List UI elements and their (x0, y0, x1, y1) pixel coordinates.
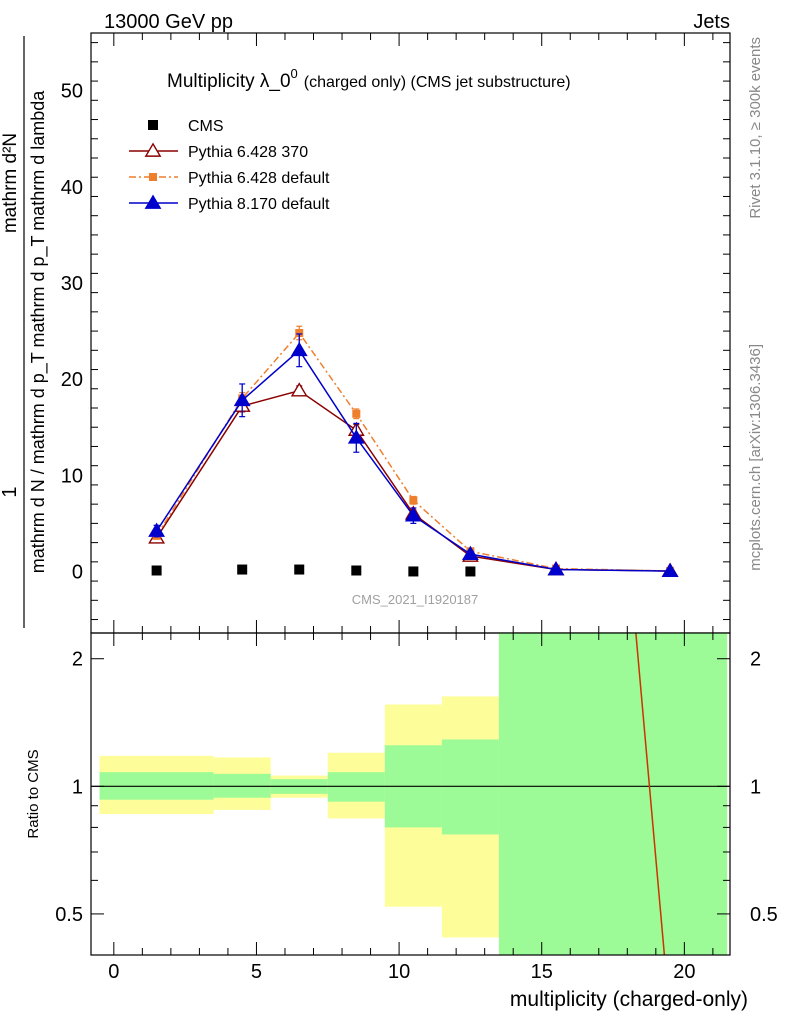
data-point (352, 409, 361, 418)
ratio-y-tick-label: 1 (72, 776, 83, 798)
legend-label: Pythia 6.428 370 (188, 144, 308, 161)
y-axis-label: 1 mathrm d²N mathrm d N / mathrm d p_T m… (0, 36, 49, 628)
legend-label: Pythia 6.428 default (188, 170, 330, 187)
y-label-numerator: mathrm d²N (0, 133, 21, 233)
data-point (294, 564, 305, 575)
y-tick-label: 50 (61, 81, 83, 103)
ratio-panel: 0.5 0.5 1 1 2 2 0 5 10 15 20 Ratio to CMS multipl… (25, 632, 778, 1011)
legend-marker (144, 194, 162, 209)
data-point (351, 565, 362, 576)
main-plot-area (148, 325, 679, 578)
data-point (408, 566, 419, 577)
series-pythia-8-170-default (148, 333, 679, 578)
data-point (347, 429, 365, 444)
y-tick-label: 20 (61, 369, 83, 391)
series-line (155, 349, 671, 572)
data-point (295, 329, 304, 337)
ratio-plot-area (91, 632, 730, 956)
data-point (233, 391, 251, 407)
series-pythia-6-428-370 (148, 382, 679, 577)
ratio-frame (90, 632, 731, 956)
main-frame (90, 32, 731, 634)
legend: CMS Pythia 6.428 370 Pythia 6.428 default P… (129, 118, 330, 213)
x-tick-label: 5 (251, 961, 262, 983)
y-tick-label: 10 (61, 465, 83, 487)
data-point (461, 545, 479, 560)
ratio-y-axis: 0.5 0.5 1 1 2 2 (55, 649, 778, 956)
rivet-version-label: Rivet 3.1.10, ≥ 300k events (747, 37, 764, 219)
analysis-watermark: CMS_2021_I1920187 (352, 592, 479, 607)
data-point (465, 566, 476, 577)
ratio-x-axis: 0 5 10 15 20 (108, 633, 714, 983)
x-tick-label: 20 (673, 961, 695, 983)
legend-entry: CMS (148, 118, 224, 135)
chart-title-rest: (charged only) (CMS jet substructure) (304, 74, 571, 91)
x-tick-label: 15 (531, 961, 553, 983)
data-point (404, 507, 422, 522)
legend-entry: Pythia 6.428 default (129, 170, 330, 187)
ratio-line (635, 632, 666, 956)
y-label-denominator: mathrm d N / mathrm d p_T mathrm d p_T m… (28, 90, 49, 573)
ratio-y-tick-label: 2 (72, 649, 83, 671)
series-pythia-6-428-default (152, 325, 675, 575)
data-point (290, 341, 308, 357)
chart-title-main: Multiplicity λ_0 (167, 71, 291, 92)
main-y-axis: 0 10 20 30 40 50 (61, 42, 730, 621)
data-point (661, 562, 679, 578)
legend-marker (148, 120, 158, 130)
chart-title: Multiplicity λ_00 (charged only) (CMS jet… (167, 66, 571, 92)
main-x-ticks (113, 33, 714, 633)
series-line (155, 389, 671, 572)
header-energy: 13000 GeV pp (104, 11, 233, 33)
chart-title-sup: 0 (291, 66, 298, 81)
uncertainty-band-inner (441, 739, 499, 835)
data-point (409, 496, 418, 505)
data-point (148, 522, 166, 537)
x-axis-label: multiplicity (charged-only) (510, 988, 748, 1011)
legend-entry: Pythia 6.428 370 (129, 142, 308, 161)
data-point (290, 382, 308, 397)
series-cms (151, 564, 476, 577)
legend-label: CMS (188, 118, 224, 135)
data-point (237, 564, 248, 575)
legend-entry: Pythia 8.170 default (129, 194, 330, 213)
ratio-y-tick-label: 0.5 (55, 904, 83, 926)
legend-marker (149, 173, 157, 181)
legend-label: Pythia 8.170 default (188, 196, 330, 213)
ratio-y-tick-label-right: 0.5 (750, 904, 778, 926)
data-point (151, 565, 162, 576)
legend-marker (144, 142, 162, 157)
y-tick-label: 30 (61, 273, 83, 295)
ratio-y-tick-label-right: 2 (750, 649, 761, 671)
mcplots-label: mcplots.cern.ch [arXiv:1306.3436] (747, 344, 764, 571)
x-tick-label: 0 (108, 961, 119, 983)
y-tick-label: 40 (61, 177, 83, 199)
ratio-y-label: Ratio to CMS (25, 749, 42, 838)
series-line (155, 331, 671, 572)
ratio-y-tick-label-right: 1 (750, 776, 761, 798)
data-point (547, 561, 565, 576)
y-tick-label: 0 (72, 561, 83, 583)
header-category: Jets (693, 11, 730, 33)
uncertainty-band-inner (498, 633, 728, 955)
x-tick-label: 10 (388, 961, 410, 983)
y-label-top: 1 (0, 486, 21, 497)
